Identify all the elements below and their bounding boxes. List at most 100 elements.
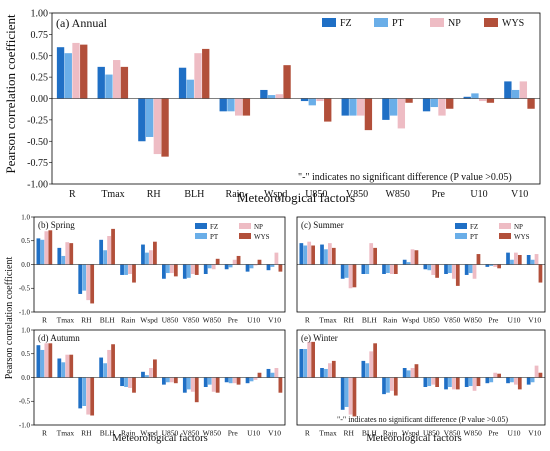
bar-np-v850 [452, 377, 456, 390]
legend-swatch-np [499, 223, 511, 229]
bar-pt-v850 [448, 264, 452, 274]
x-tick-label-r: R [42, 316, 47, 325]
bar-pt-u10 [249, 264, 254, 269]
bar-np-r [44, 343, 49, 378]
x-tick-label-w850: W850 [463, 429, 482, 438]
bar-fz-pre [224, 377, 229, 383]
bar-fz-u10 [506, 252, 510, 265]
x-tick-label-u850: U850 [162, 429, 179, 438]
bar-fz-pre [422, 98, 431, 112]
legend-swatch-pt [195, 233, 207, 239]
bar-pt-w850 [207, 377, 212, 385]
x-tick-label-pre: Pre [228, 316, 239, 325]
bar-wys-rh [352, 264, 357, 288]
legend-label-np: NP [514, 223, 523, 231]
bar-wys-v10 [538, 372, 543, 378]
x-tick-label-v10: V10 [268, 429, 281, 438]
bar-pt-v10 [530, 259, 535, 265]
x-tick-label-v10: V10 [528, 316, 541, 325]
bar-np-blh [194, 53, 202, 99]
bar-wys-u850 [173, 264, 178, 277]
bar-fz-blh [178, 67, 187, 99]
chart-title: (c) Summer [301, 220, 344, 230]
bar-fz-w850 [203, 377, 208, 387]
bar-fz-w850 [464, 377, 469, 387]
plot-frame [296, 216, 546, 313]
x-tick-label-v10: V10 [528, 429, 541, 438]
y-tick-label: -1.0 [19, 308, 31, 316]
bar-fz-u850 [162, 377, 166, 385]
bar-np-wspd [410, 249, 415, 265]
bar-np-u850 [431, 264, 436, 275]
x-tick-label-rh: RH [343, 429, 354, 438]
x-tick-label-r: R [305, 316, 310, 325]
bar-wys-rain [242, 98, 251, 116]
bar-pt-r [40, 239, 45, 265]
x-tick-label-u850: U850 [305, 189, 327, 200]
bar-fz-v850 [182, 264, 187, 279]
bar-fz-wspd [402, 368, 407, 378]
legend-label-wys: WYS [514, 233, 530, 241]
bar-pt-pre [228, 264, 233, 268]
bar-wys-v850 [194, 377, 199, 403]
bar-fz-w850 [382, 98, 390, 120]
bar-pt-u10 [249, 377, 254, 382]
legend-label-wys: WYS [502, 18, 524, 29]
x-tick-label-v850: V850 [346, 189, 368, 200]
chart-title: (a) Annual [56, 16, 108, 30]
bar-fz-v10 [526, 377, 531, 385]
x-tick-label-v10: V10 [268, 316, 281, 325]
bar-pt-rh [82, 264, 87, 291]
bar-fz-rain [382, 264, 386, 274]
bar-fz-rh [138, 98, 146, 142]
bar-wys-w850 [476, 377, 481, 387]
bar-wys-wspd [153, 241, 157, 265]
bar-np-rain [235, 98, 243, 116]
bar-pt-w850 [468, 377, 473, 387]
bar-pt-r [64, 53, 72, 99]
bar-pt-rain [227, 98, 235, 112]
bar-fz-w850 [464, 264, 469, 275]
bar-fz-v850 [182, 377, 187, 393]
bar-wys-rain [393, 264, 398, 274]
bar-np-w850 [472, 377, 477, 391]
x-tick-label-wspd: Wspd [140, 429, 158, 438]
bar-np-rh [348, 377, 353, 415]
y-tick-label: -0.5 [19, 398, 31, 406]
bar-wys-v850 [455, 377, 460, 390]
legend-label-np: NP [254, 223, 263, 231]
bar-fz-tmax [97, 66, 105, 99]
x-tick-label-blh: BLH [100, 429, 116, 438]
x-axis-label-winter: Meteorological factors [366, 433, 461, 444]
bar-wys-u10 [257, 259, 262, 265]
bar-np-rh [348, 264, 353, 289]
x-tick-label-wspd: Wspd [140, 316, 158, 325]
bar-pt-u10 [471, 93, 479, 99]
bar-pt-rain [386, 264, 390, 274]
y-tick-label: 0.00 [31, 94, 49, 105]
bar-np-v10 [274, 368, 279, 378]
bar-wys-wspd [153, 359, 157, 378]
bar-fz-u10 [245, 264, 250, 272]
bar-fz-rh [78, 377, 83, 409]
bar-wys-w850 [476, 254, 481, 265]
legend-label-wys: WYS [254, 233, 270, 241]
bar-pt-v850 [186, 377, 191, 390]
bar-wys-rh [352, 377, 357, 417]
y-tick-label: -1.0 [19, 421, 31, 429]
bar-fz-w850 [203, 264, 208, 274]
bar-wys-rh [90, 377, 95, 416]
bar-np-r [72, 42, 80, 99]
bar-wys-wspd [283, 65, 291, 99]
bar-wys-u10 [257, 372, 262, 378]
bar-pt-v850 [186, 264, 191, 278]
bar-np-v10 [534, 365, 539, 378]
bar-wys-pre [497, 264, 501, 269]
bar-np-tmax [328, 363, 332, 378]
bar-pt-w850 [207, 264, 212, 269]
bar-wys-wspd [414, 364, 419, 378]
bar-pt-pre [430, 98, 438, 108]
x-tick-label-v850: V850 [444, 316, 461, 325]
bar-np-v850 [452, 264, 456, 279]
bar-wys-w850 [405, 98, 413, 103]
